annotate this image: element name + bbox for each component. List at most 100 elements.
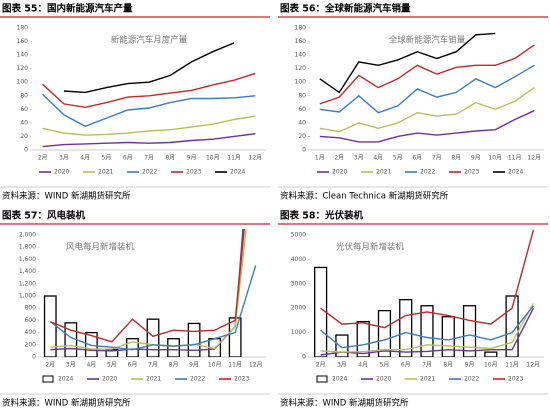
legend-label: 2024	[508, 169, 523, 176]
source-note: 资料来源：Clean Technica 新湖期货研究所	[280, 191, 449, 202]
x-tick-label: 11月	[508, 155, 522, 162]
legend-swatch	[316, 375, 328, 383]
chart-title: 风电每月新增装机	[66, 242, 135, 253]
legend-label: 2023	[508, 376, 523, 383]
y-tick-label: 120	[295, 65, 307, 72]
legend-label: 2020	[376, 376, 391, 383]
series-line	[320, 305, 534, 349]
legend-label: 2021	[420, 376, 435, 383]
bar	[146, 318, 160, 357]
y-tick-label: 1,400	[19, 268, 36, 275]
series-line	[320, 307, 535, 356]
legend-label: 2021	[376, 169, 391, 176]
y-tick-label: 4000	[291, 256, 306, 263]
y-tick-label: 180	[17, 25, 29, 32]
series-line	[49, 265, 257, 351]
x-tick-label: 7月	[422, 362, 432, 369]
y-tick-label: 100	[17, 79, 29, 86]
x-tick-label: 11月	[227, 155, 241, 162]
chart-title: 全球新能源汽车销量	[389, 35, 466, 46]
legend-label: 2024	[332, 376, 347, 383]
x-tick-label: 10月	[484, 362, 498, 369]
x-tick-label: 5月	[102, 155, 112, 162]
y-tick-label: 1,000	[19, 293, 36, 300]
source-note: 资料来源：WIND 新湖期货研究所	[2, 398, 131, 409]
y-tick-label: 400	[25, 329, 37, 336]
legend-label: 2022	[420, 169, 435, 176]
bar	[187, 322, 201, 357]
x-tick-label: 8月	[169, 362, 179, 369]
x-tick-label: 9月	[189, 362, 199, 369]
y-tick-label: 60	[298, 106, 306, 113]
y-tick-label: 5000	[291, 232, 306, 239]
legend-label: 2020	[54, 169, 69, 176]
x-tick-label: 7月	[144, 155, 154, 162]
x-tick-label: 4月	[358, 362, 368, 369]
x-tick-label: 2月	[38, 155, 48, 162]
x-tick-label: 1月	[315, 155, 325, 162]
x-tick-label: 12月	[527, 155, 541, 162]
x-tick-label: 11月	[505, 362, 519, 369]
series-line	[50, 229, 245, 343]
series-line	[319, 87, 535, 133]
bar	[484, 351, 498, 357]
plot	[314, 229, 535, 357]
panel-heading: 图表 56：全球新能源汽车销量	[280, 3, 411, 15]
y-tick-label: 0	[302, 147, 306, 154]
bar	[441, 316, 455, 357]
x-tick-label: 12月	[249, 362, 263, 369]
series-line	[42, 93, 256, 128]
legend-label: 2020	[102, 376, 117, 383]
legend-label: 2023	[464, 169, 479, 176]
x-tick-label: 4月	[86, 362, 96, 369]
series-line	[319, 110, 535, 143]
legend-label: 2022	[464, 376, 479, 383]
source-note: 资料来源：WIND 新湖期货研究所	[2, 191, 131, 202]
y-tick-label: 160	[295, 38, 307, 45]
bar	[314, 266, 328, 357]
legend-label: 2021	[146, 376, 161, 383]
legend-label: 2020	[332, 169, 347, 176]
series-line	[319, 44, 535, 105]
x-tick-label: 11月	[228, 362, 242, 369]
chart-title: 光伏每月新增装机	[336, 242, 405, 253]
y-tick-label: 120	[17, 65, 29, 72]
x-tick-label: 9月	[465, 362, 475, 369]
y-tick-label: 200	[25, 341, 37, 348]
x-tick-label: 12月	[249, 155, 263, 162]
y-tick-label: 140	[295, 52, 307, 59]
legend-label: 2023	[186, 169, 201, 176]
y-tick-label: 140	[17, 52, 29, 59]
x-tick-label: 6月	[123, 155, 133, 162]
y-tick-label: 3000	[291, 280, 306, 287]
plot	[43, 229, 257, 357]
panel-heading: 图表 58：光伏装机	[280, 210, 364, 222]
legend-label: 2024	[58, 376, 73, 383]
x-tick-label: 3月	[337, 362, 347, 369]
series-line	[320, 302, 535, 353]
bar	[505, 295, 519, 357]
x-tick-label: 9月	[471, 155, 481, 162]
x-tick-label: 3月	[354, 155, 364, 162]
y-tick-label: 1,800	[19, 244, 36, 251]
x-tick-label: 8月	[451, 155, 461, 162]
x-tick-label: 5月	[393, 155, 403, 162]
y-tick-label: 100	[295, 79, 307, 86]
y-tick-label: 40	[20, 119, 28, 126]
x-tick-label: 7月	[148, 362, 158, 369]
y-tick-label: 1,200	[19, 280, 36, 287]
x-tick-label: 4月	[373, 155, 383, 162]
bar	[462, 305, 477, 357]
legend-label: 2022	[190, 376, 205, 383]
bar	[420, 305, 434, 357]
y-tick-label: 160	[17, 38, 29, 45]
x-tick-label: 5月	[380, 362, 390, 369]
bar	[377, 309, 392, 357]
bar	[335, 334, 349, 357]
series-line	[319, 64, 535, 114]
x-tick-label: 3月	[66, 362, 76, 369]
y-tick-label: 80	[298, 92, 306, 99]
source-note: 资料来源：WIND 新湖期货研究所	[280, 398, 409, 409]
x-tick-label: 7月	[432, 155, 442, 162]
